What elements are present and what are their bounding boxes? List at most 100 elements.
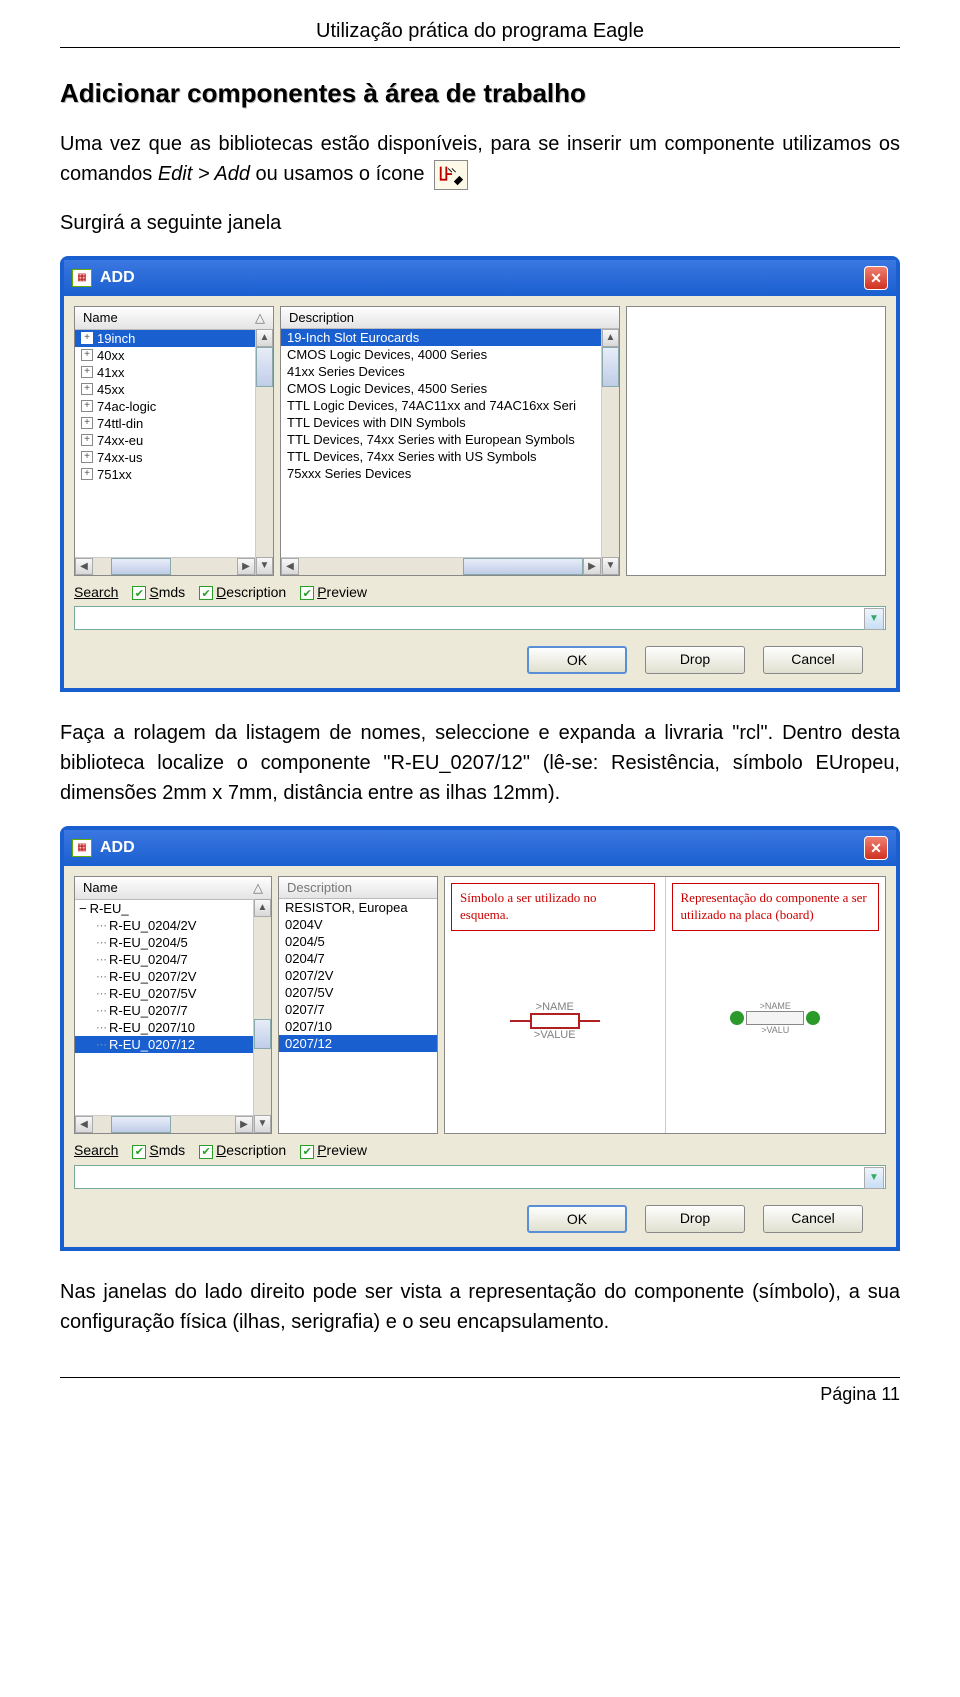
symbol-preview: Símbolo a ser utilizado no esquema. >NAM… [445,877,666,1133]
section-heading: Adicionar componentes à área de trabalho [60,78,900,109]
hscrollbar[interactable]: ◀▶ [75,1115,253,1133]
component-tree-item[interactable]: ⋯R-EU_0204/5 [75,934,271,951]
search-label: Search [74,1142,118,1158]
library-desc-item: CMOS Logic Devices, 4000 Series [281,346,619,363]
library-desc-item: 41xx Series Devices [281,363,619,380]
library-desc-item: TTL Devices, 74xx Series with European S… [281,431,619,448]
paragraph-1: Uma vez que as bibliotecas estão disponí… [60,129,900,190]
component-desc-item: 0204/7 [279,950,437,967]
component-desc-item: 0207/10 [279,1018,437,1035]
component-desc-item: 0204/5 [279,933,437,950]
library-desc-item: 19-Inch Slot Eurocards [281,329,619,346]
library-tree-item[interactable]: +751xx [75,466,273,483]
description-checkbox[interactable]: ✔Description [199,1142,286,1159]
callout-footprint: Representação do componente a ser utiliz… [672,883,880,931]
desc-col-header[interactable]: Description [281,307,619,329]
preview-panel: Símbolo a ser utilizado no esquema. >NAM… [444,876,886,1134]
paragraph-2: Surgirá a seguinte janela [60,208,900,238]
library-desc-item: TTL Devices, 74xx Series with US Symbols [281,448,619,465]
window-title: ADD [100,269,135,287]
smds-checkbox[interactable]: ✔Smds [132,1142,185,1159]
symbol-name-label: >NAME [536,1001,574,1013]
window-icon: ▦ [72,839,92,857]
vscrollbar[interactable]: ▲▼ [255,329,273,575]
resistor-footprint-icon: >NAME >VALU [670,1001,882,1035]
search-label: Search [74,584,118,600]
resistor-symbol-icon: >NAME >VALUE [449,1001,661,1041]
name-list-panel: Name△ −R-EU_⋯R-EU_0204/2V⋯R-EU_0204/5⋯R-… [74,876,272,1134]
titlebar: ▦ ADD ✕ [64,260,896,296]
vscrollbar[interactable]: ▲▼ [601,329,619,575]
library-tree-item[interactable]: +74xx-eu [75,432,273,449]
footprint-name-label: >NAME [760,1001,791,1011]
search-options-row: Search ✔Smds ✔Description ✔Preview [74,1134,886,1159]
desc-list-panel: Description 19-Inch Slot EurocardsCMOS L… [280,306,620,576]
library-tree-parent[interactable]: −R-EU_ [75,900,271,917]
library-tree-item[interactable]: +41xx [75,364,273,381]
footprint-value-label: >VALU [761,1025,789,1035]
ok-button[interactable]: OK [527,1205,627,1233]
doc-header: Utilização prática do programa Eagle [60,20,900,48]
component-desc-item: 0207/5V [279,984,437,1001]
component-tree-item[interactable]: ⋯R-EU_0204/7 [75,951,271,968]
component-tree-item[interactable]: ⋯R-EU_0207/12 [75,1036,271,1053]
close-icon[interactable]: ✕ [864,836,888,860]
component-desc-item: 0207/2V [279,967,437,984]
drop-button[interactable]: Drop [645,1205,745,1233]
ok-button[interactable]: OK [527,646,627,674]
page-footer: Página 11 [60,1377,900,1405]
desc-list-panel: Description RESISTOR, Europea0204V0204/5… [278,876,438,1134]
symbol-value-label: >VALUE [534,1029,576,1041]
library-tree-item[interactable]: +40xx [75,347,273,364]
library-tree-item[interactable]: +19inch [75,330,273,347]
cancel-button[interactable]: Cancel [763,1205,863,1233]
add-toolbar-icon [434,160,468,190]
preview-checkbox[interactable]: ✔Preview [300,584,367,601]
hscrollbar[interactable]: ◀▶ [281,557,601,575]
chevron-down-icon[interactable]: ▼ [864,1167,884,1189]
library-tree-item[interactable]: +74xx-us [75,449,273,466]
library-tree-item[interactable]: +74ttl-din [75,415,273,432]
component-desc-item: 0207/7 [279,1001,437,1018]
hscrollbar[interactable]: ◀▶ [75,557,255,575]
library-desc-item: 75xxx Series Devices [281,465,619,482]
add-window-1: ▦ ADD ✕ Name△ +19inch+40xx+41xx+45xx+74a… [60,256,900,693]
component-tree-item[interactable]: ⋯R-EU_0207/2V [75,968,271,985]
close-icon[interactable]: ✕ [864,266,888,290]
component-desc-item: 0204V [279,916,437,933]
name-list-panel: Name△ +19inch+40xx+41xx+45xx+74ac-logic+… [74,306,274,576]
name-col-header[interactable]: Name△ [75,877,271,900]
library-tree-item[interactable]: +74ac-logic [75,398,273,415]
paragraph-4: Nas janelas do lado direito pode ser vis… [60,1277,900,1337]
drop-button[interactable]: Drop [645,646,745,674]
preview-panel [626,306,886,576]
search-options-row: Search ✔Smds ✔Description ✔Preview [74,576,886,601]
component-tree-item[interactable]: ⋯R-EU_0207/5V [75,985,271,1002]
p1-menu-path: Edit > Add [158,163,250,185]
component-tree-item[interactable]: ⋯R-EU_0207/7 [75,1002,271,1019]
window-title: ADD [100,839,135,857]
callout-symbol: Símbolo a ser utilizado no esquema. [451,883,655,931]
library-desc-item: TTL Devices with DIN Symbols [281,414,619,431]
search-input[interactable]: ▼ [74,1165,886,1189]
preview-checkbox[interactable]: ✔Preview [300,1142,367,1159]
footprint-preview: Representação do componente a ser utiliz… [666,877,886,1133]
window-icon: ▦ [72,269,92,287]
name-col-header[interactable]: Name△ [75,307,273,330]
description-checkbox[interactable]: ✔Description [199,584,286,601]
titlebar: ▦ ADD ✕ [64,830,896,866]
paragraph-3: Faça a rolagem da listagem de nomes, sel… [60,718,900,808]
library-desc-item: TTL Logic Devices, 74AC11xx and 74AC16xx… [281,397,619,414]
component-tree-item[interactable]: ⋯R-EU_0204/2V [75,917,271,934]
smds-checkbox[interactable]: ✔Smds [132,584,185,601]
vscrollbar[interactable]: ▲▼ [253,899,271,1133]
desc-col-header[interactable]: Description [279,877,437,899]
library-tree-item[interactable]: +45xx [75,381,273,398]
chevron-down-icon[interactable]: ▼ [864,608,884,630]
cancel-button[interactable]: Cancel [763,646,863,674]
component-desc-item: 0207/12 [279,1035,437,1052]
add-window-2: ▦ ADD ✕ Name△ −R-EU_⋯R-EU_0204/2V⋯R-EU_0… [60,826,900,1251]
search-input[interactable]: ▼ [74,606,886,630]
component-tree-item[interactable]: ⋯R-EU_0207/10 [75,1019,271,1036]
p1-part-c: ou usamos o ícone [256,163,425,185]
